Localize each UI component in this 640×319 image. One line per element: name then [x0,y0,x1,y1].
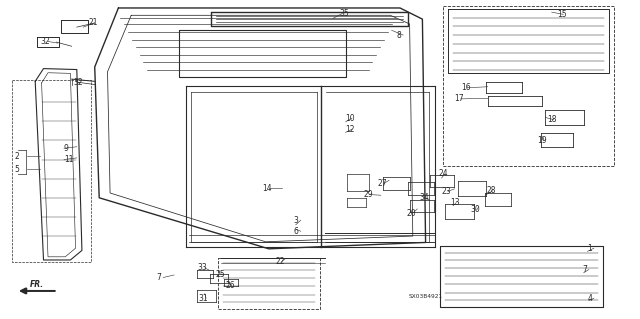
Text: 34: 34 [419,193,429,202]
Text: 10: 10 [346,114,355,122]
Text: 29: 29 [364,190,373,199]
Text: 21: 21 [88,19,98,27]
Text: 4: 4 [588,294,593,303]
Text: 15: 15 [557,10,566,19]
Text: FR.: FR. [30,280,44,289]
Text: 23: 23 [442,187,451,196]
Text: 8: 8 [397,31,401,40]
Text: 6: 6 [293,227,298,236]
Text: 16: 16 [461,83,470,92]
Text: 19: 19 [538,136,547,145]
Text: 27: 27 [378,179,387,188]
Text: 9: 9 [64,144,69,153]
Text: 7: 7 [582,265,588,274]
Text: 26: 26 [225,281,235,290]
Text: 1: 1 [588,244,592,253]
Text: 13: 13 [450,198,460,207]
Text: 14: 14 [262,184,272,193]
Text: 28: 28 [486,186,496,195]
Text: 24: 24 [438,169,448,178]
Text: 7: 7 [157,273,162,282]
Text: 22: 22 [275,257,285,266]
Text: SX03B4921: SX03B4921 [408,294,442,299]
Text: 32: 32 [40,37,50,46]
Text: 20: 20 [406,209,416,218]
Text: 12: 12 [346,125,355,134]
Text: 17: 17 [454,94,464,103]
Text: 31: 31 [198,294,208,303]
Text: 33: 33 [197,263,207,272]
Text: 18: 18 [547,115,557,124]
Text: 2: 2 [14,152,19,161]
Text: 5: 5 [14,165,19,174]
Text: 25: 25 [215,271,225,279]
Text: 35: 35 [339,9,349,18]
Text: 11: 11 [64,155,74,164]
Text: 3: 3 [293,216,298,225]
Text: 30: 30 [470,205,480,214]
Text: 32: 32 [74,78,83,87]
